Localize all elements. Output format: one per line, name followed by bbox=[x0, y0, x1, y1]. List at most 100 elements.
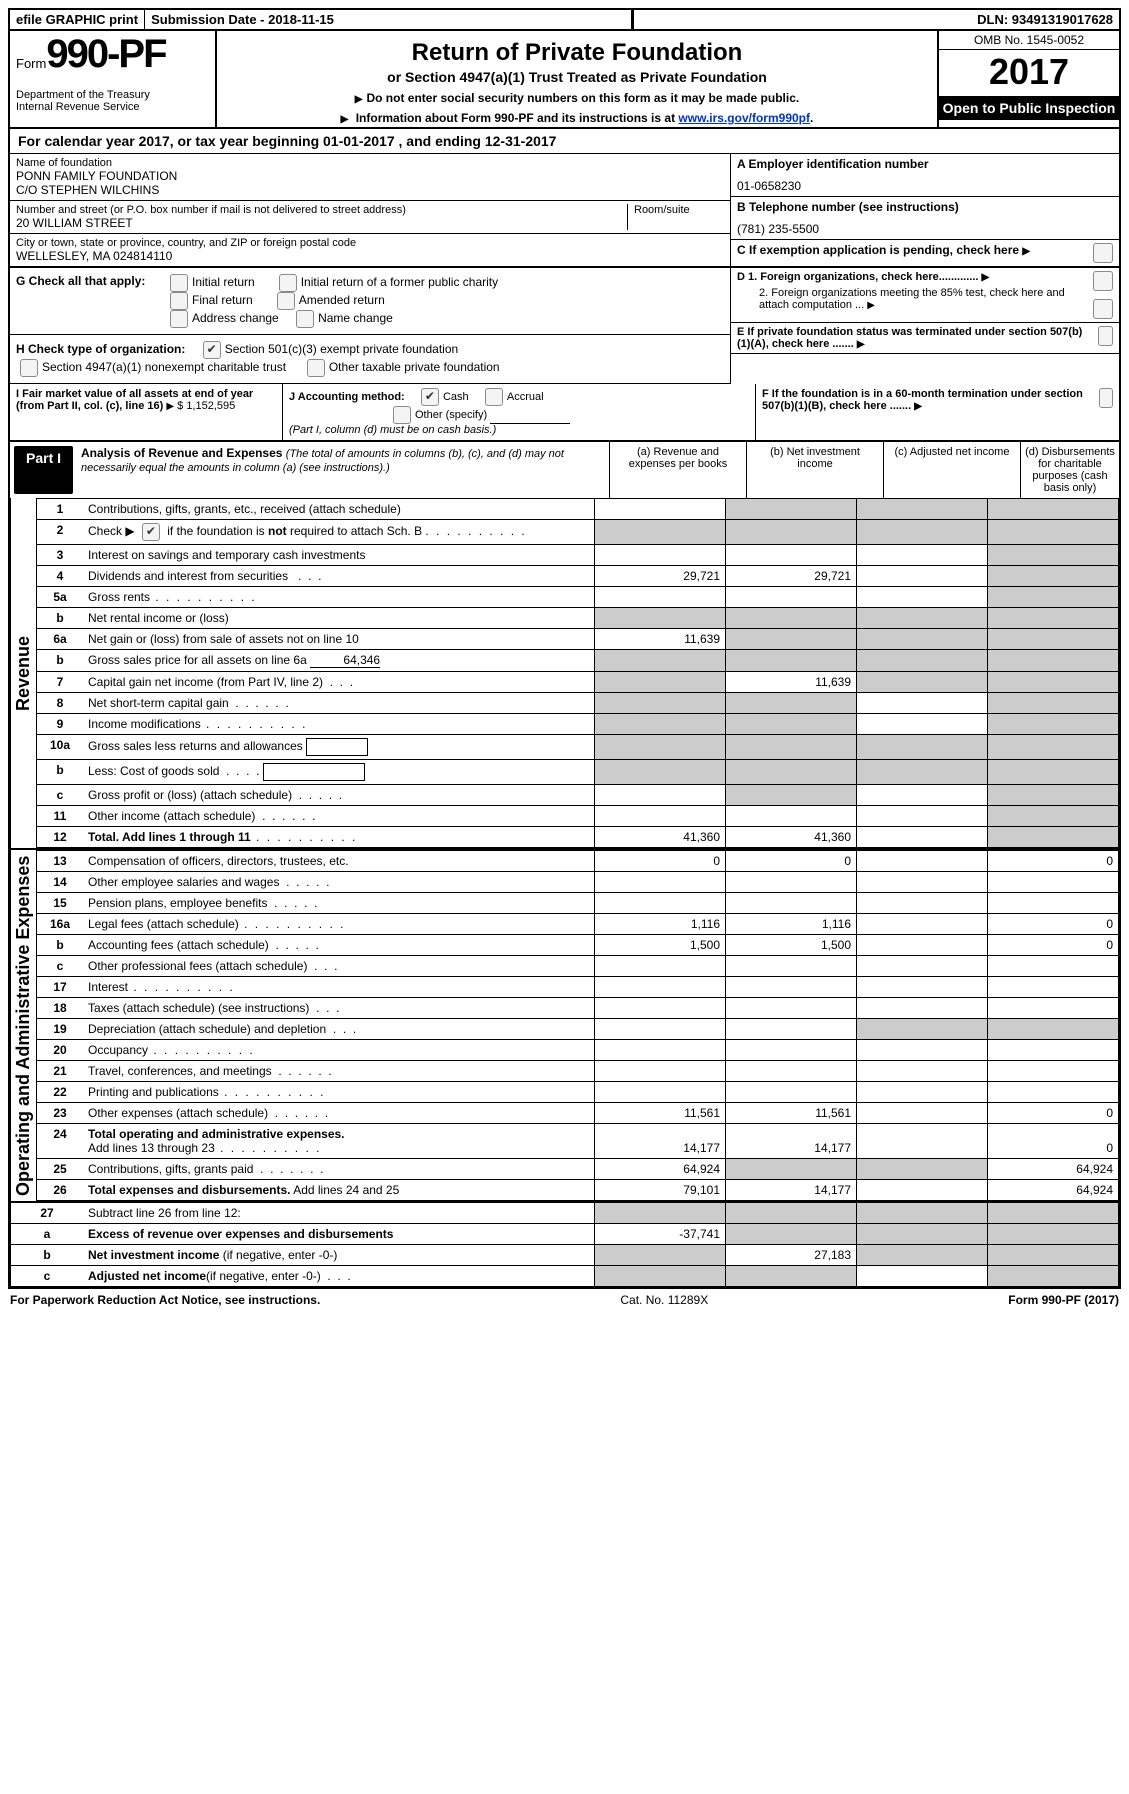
table-row: 10aGross sales less returns and allowanc… bbox=[37, 735, 1119, 760]
title-center: Return of Private Foundation or Section … bbox=[217, 31, 937, 127]
e-block: E If private foundation status was termi… bbox=[731, 323, 1119, 354]
h-other-taxable-chk[interactable] bbox=[307, 359, 325, 377]
top-strip: efile GRAPHIC print Submission Date - 20… bbox=[10, 10, 1119, 31]
expenses-side-label: Operating and Administrative Expenses bbox=[10, 850, 36, 1201]
sch-b-chk[interactable] bbox=[142, 523, 160, 541]
g-opt-4: Amended return bbox=[299, 293, 385, 307]
table-row: 18Taxes (attach schedule) (see instructi… bbox=[37, 998, 1119, 1019]
table-row: 23Other expenses (attach schedule) . . .… bbox=[37, 1103, 1119, 1124]
addr-label: Number and street (or P.O. box number if… bbox=[16, 204, 621, 216]
h-4947-chk[interactable] bbox=[20, 359, 38, 377]
d-block: D 1. Foreign organizations, check here..… bbox=[731, 268, 1119, 323]
table-row: 14Other employee salaries and wages . . … bbox=[37, 872, 1119, 893]
i-value: $ 1,152,595 bbox=[177, 400, 235, 412]
e-label: E If private foundation status was termi… bbox=[737, 326, 1092, 350]
g-initial-former-chk[interactable] bbox=[279, 274, 297, 292]
arrow-icon bbox=[341, 111, 353, 125]
table-row: 7Capital gain net income (from Part IV, … bbox=[37, 672, 1119, 693]
phone-label: B Telephone number (see instructions) bbox=[737, 200, 1113, 214]
care-of: C/O STEPHEN WILCHINS bbox=[16, 183, 724, 197]
d1-label: D 1. Foreign organizations, check here..… bbox=[737, 271, 1087, 283]
dln: DLN: 93491319017628 bbox=[632, 10, 1119, 29]
street-address: 20 WILLIAM STREET bbox=[16, 216, 621, 230]
j-label: J Accounting method: bbox=[289, 391, 405, 403]
footer-left: For Paperwork Reduction Act Notice, see … bbox=[10, 1293, 320, 1307]
g-opt-1: Initial return bbox=[192, 275, 255, 289]
g-amended-chk[interactable] bbox=[277, 292, 295, 310]
table-row: 3Interest on savings and temporary cash … bbox=[37, 545, 1119, 566]
revenue-side-label: Revenue bbox=[10, 498, 36, 848]
j-accrual-chk[interactable] bbox=[485, 388, 503, 406]
instructions-link[interactable]: www.irs.gov/form990pf bbox=[678, 111, 810, 125]
omb-number: OMB No. 1545-0052 bbox=[939, 31, 1119, 50]
e-checkbox[interactable] bbox=[1098, 326, 1114, 346]
table-row: cGross profit or (loss) (attach schedule… bbox=[37, 785, 1119, 806]
part1-body: Revenue 1Contributions, gifts, grants, e… bbox=[10, 498, 1119, 848]
table-row: bGross sales price for all assets on lin… bbox=[37, 650, 1119, 672]
j-other-chk[interactable] bbox=[393, 406, 411, 424]
table-row: 9Income modifications bbox=[37, 714, 1119, 735]
col-c-header: (c) Adjusted net income bbox=[884, 442, 1021, 498]
form-container: efile GRAPHIC print Submission Date - 20… bbox=[8, 8, 1121, 1289]
g-final-return-chk[interactable] bbox=[170, 292, 188, 310]
j-block: J Accounting method: Cash Accrual Other … bbox=[283, 384, 756, 440]
form-number: 990-PF bbox=[46, 37, 165, 71]
table-row: 24Total operating and administrative exp… bbox=[37, 1124, 1119, 1159]
foundation-name: PONN FAMILY FOUNDATION bbox=[16, 169, 724, 183]
j-note: (Part I, column (d) must be on cash basi… bbox=[289, 424, 496, 436]
h-501c3-chk[interactable] bbox=[203, 341, 221, 359]
g-initial-return-chk[interactable] bbox=[170, 274, 188, 292]
table-row: 12Total. Add lines 1 through 1141,36041,… bbox=[37, 827, 1119, 848]
h-opt-1: Section 501(c)(3) exempt private foundat… bbox=[225, 342, 458, 356]
table-row: bAccounting fees (attach schedule) . . .… bbox=[37, 935, 1119, 956]
table-row: cAdjusted net income(if negative, enter … bbox=[11, 1266, 1119, 1287]
efile-label: efile GRAPHIC print bbox=[10, 10, 145, 29]
table-row: 2Check ▶ if the foundation is not requir… bbox=[37, 520, 1119, 545]
phone-value: (781) 235-5500 bbox=[737, 222, 1113, 236]
j-cash-chk[interactable] bbox=[421, 388, 439, 406]
d2-label: 2. Foreign organizations meeting the 85%… bbox=[737, 287, 1087, 311]
ein-block: A Employer identification number 01-0658… bbox=[731, 154, 1119, 197]
h-opt-3: Other taxable private foundation bbox=[329, 360, 500, 374]
sub-title: or Section 4947(a)(1) Trust Treated as P… bbox=[223, 69, 931, 85]
city-value: WELLESLEY, MA 024814110 bbox=[16, 249, 724, 263]
room-suite-label: Room/suite bbox=[634, 204, 724, 216]
f-label: F If the foundation is in a 60-month ter… bbox=[762, 388, 1093, 412]
dept-line-1: Department of the Treasury bbox=[16, 89, 211, 101]
h-section: H Check type of organization: Section 50… bbox=[10, 334, 730, 383]
table-row: 21Travel, conferences, and meetings . . … bbox=[37, 1061, 1119, 1082]
j-other-label: Other (specify) bbox=[415, 409, 487, 421]
g-section: G Check all that apply: Initial return I… bbox=[10, 268, 730, 334]
i-j-f-grid: I Fair market value of all assets at end… bbox=[10, 384, 1119, 440]
table-row: 16aLegal fees (attach schedule)1,1161,11… bbox=[37, 914, 1119, 935]
expenses-table: 13Compensation of officers, directors, t… bbox=[36, 850, 1119, 1201]
name-label: Name of foundation bbox=[16, 157, 724, 169]
c-checkbox[interactable] bbox=[1093, 243, 1113, 263]
footer-mid: Cat. No. 11289X bbox=[620, 1293, 708, 1307]
g-address-change-chk[interactable] bbox=[170, 310, 188, 328]
table-row: 17Interest bbox=[37, 977, 1119, 998]
g-opt-3: Final return bbox=[192, 293, 253, 307]
d2-checkbox[interactable] bbox=[1093, 299, 1113, 319]
phone-block: B Telephone number (see instructions) (7… bbox=[731, 197, 1119, 240]
title-row: Form 990-PF Department of the Treasury I… bbox=[10, 31, 1119, 127]
d1-checkbox[interactable] bbox=[1093, 271, 1113, 291]
table-row: 11Other income (attach schedule) . . . .… bbox=[37, 806, 1119, 827]
dept-line-2: Internal Revenue Service bbox=[16, 101, 211, 113]
g-d-grid: G Check all that apply: Initial return I… bbox=[10, 267, 1119, 384]
table-row: bLess: Cost of goods sold . . . . bbox=[37, 760, 1119, 785]
address-block: Number and street (or P.O. box number if… bbox=[10, 201, 730, 234]
j-cash-label: Cash bbox=[443, 391, 469, 403]
g-opt-6: Name change bbox=[318, 311, 393, 325]
form-number-box: Form 990-PF Department of the Treasury I… bbox=[10, 31, 217, 127]
j-other-input[interactable] bbox=[490, 409, 570, 424]
h-label: H Check type of organization: bbox=[16, 342, 185, 356]
form-word: Form bbox=[16, 56, 46, 71]
table-row: 4Dividends and interest from securities … bbox=[37, 566, 1119, 587]
f-checkbox[interactable] bbox=[1099, 388, 1113, 408]
g-name-change-chk[interactable] bbox=[296, 310, 314, 328]
g-opt-2: Initial return of a former public charit… bbox=[301, 275, 498, 289]
table-row: 13Compensation of officers, directors, t… bbox=[37, 851, 1119, 872]
submission-date: Submission Date - 2018-11-15 bbox=[145, 10, 631, 29]
revenue-table: 1Contributions, gifts, grants, etc., rec… bbox=[36, 498, 1119, 848]
